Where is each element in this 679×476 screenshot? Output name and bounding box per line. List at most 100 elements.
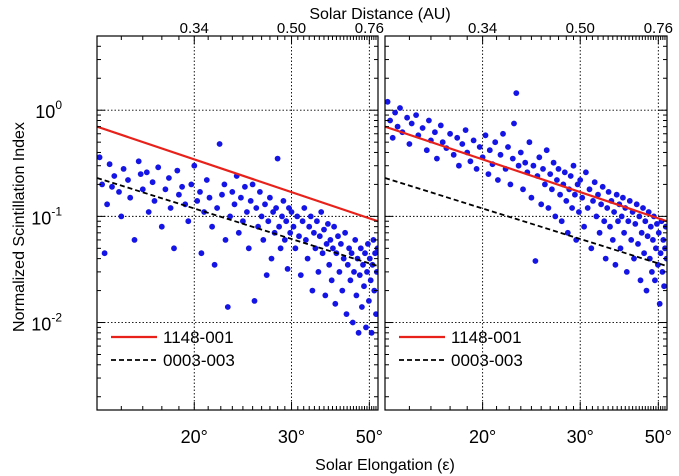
data-point: [581, 223, 587, 230]
data-point: [522, 159, 529, 166]
data-point: [561, 169, 568, 176]
data-point: [174, 167, 181, 174]
data-point: [106, 161, 113, 168]
top-axis-title: Solar Distance (AU): [309, 6, 450, 23]
data-point: [222, 237, 229, 243]
data-point: [319, 250, 326, 257]
data-point: [185, 218, 192, 225]
data-point: [283, 218, 290, 225]
data-point: [167, 205, 174, 211]
data-point: [532, 258, 539, 264]
data-point: [439, 139, 446, 146]
data-point: [335, 233, 341, 240]
data-point: [151, 198, 158, 204]
data-point: [194, 198, 201, 204]
data-point: [631, 255, 637, 262]
data-point: [327, 237, 334, 243]
data-point: [567, 173, 574, 179]
data-point: [609, 237, 616, 243]
data-point: [260, 237, 267, 243]
data-point: [507, 181, 514, 188]
data-point: [387, 117, 393, 124]
data-point: [265, 218, 272, 225]
data-point: [363, 324, 369, 331]
data-point: [426, 117, 432, 124]
data-point: [338, 241, 344, 247]
data-point: [636, 213, 643, 220]
scatter-points: [385, 90, 667, 307]
data-point: [365, 241, 371, 247]
data-point: [216, 141, 223, 147]
data-point: [356, 272, 363, 278]
data-point: [547, 171, 554, 178]
data-point: [321, 226, 327, 233]
data-point: [360, 261, 366, 268]
data-point: [459, 141, 466, 147]
legend-label: 0003-003: [163, 351, 235, 370]
data-point: [611, 209, 617, 215]
data-point: [538, 201, 545, 208]
data-point: [505, 144, 511, 150]
top-tick-label: 0.34: [468, 20, 497, 37]
data-point: [515, 162, 522, 169]
data-point: [520, 186, 526, 193]
data-point: [618, 213, 625, 220]
data-point: [372, 250, 378, 257]
data-point: [171, 245, 177, 252]
data-point: [370, 237, 377, 243]
data-point: [245, 245, 252, 252]
data-point: [143, 169, 150, 176]
data-point: [331, 223, 337, 230]
data-point: [649, 269, 655, 275]
data-point: [632, 221, 639, 227]
top-tick-label: 0.76: [355, 20, 384, 37]
data-point: [389, 134, 396, 141]
y-tick-label: 100: [35, 98, 62, 122]
data-point: [290, 223, 297, 230]
data-point: [309, 287, 316, 294]
data-point: [406, 141, 413, 147]
data-point: [342, 229, 348, 236]
data-point: [536, 154, 543, 161]
data-point: [211, 261, 218, 268]
panel-frame: [384, 35, 668, 411]
data-point: [526, 139, 533, 146]
data-point: [564, 229, 571, 236]
data-point: [495, 177, 501, 183]
data-point: [595, 191, 601, 198]
left-panel: 20° 30° 50° 0.34 0.50 0.76 1148-001 0003-003: [96, 20, 384, 447]
x-tick-label: 50°: [645, 427, 672, 447]
data-point: [227, 213, 234, 220]
data-point: [598, 201, 604, 208]
data-point: [486, 147, 493, 154]
data-point: [229, 189, 236, 195]
data-point: [258, 213, 265, 220]
data-point: [641, 250, 647, 257]
data-point: [552, 213, 559, 220]
data-point: [135, 158, 142, 165]
data-point: [247, 198, 254, 204]
data-point: [367, 277, 374, 284]
y-tick-label: 10-1: [31, 204, 62, 228]
data-point: [104, 201, 110, 208]
data-point: [263, 272, 270, 278]
data-point: [145, 209, 152, 215]
data-point: [588, 245, 595, 252]
data-point: [434, 155, 440, 162]
data-point: [288, 209, 295, 215]
data-point: [628, 237, 635, 243]
data-point: [633, 201, 640, 208]
data-point: [373, 311, 378, 317]
data-point: [191, 162, 198, 169]
data-point: [404, 114, 410, 121]
data-point: [97, 154, 103, 161]
data-point: [179, 183, 186, 190]
data-point: [397, 105, 403, 111]
data-point: [638, 229, 645, 236]
data-point: [355, 329, 362, 336]
data-point: [242, 183, 248, 190]
y-tick-labels: 100 10-1 10-2: [31, 98, 62, 334]
right-panel: 20° 30° 50° 0.34 0.50 0.76 1148-001 0003-003: [384, 20, 673, 447]
top-tick-label: 0.50: [277, 20, 306, 37]
data-point: [554, 177, 560, 183]
